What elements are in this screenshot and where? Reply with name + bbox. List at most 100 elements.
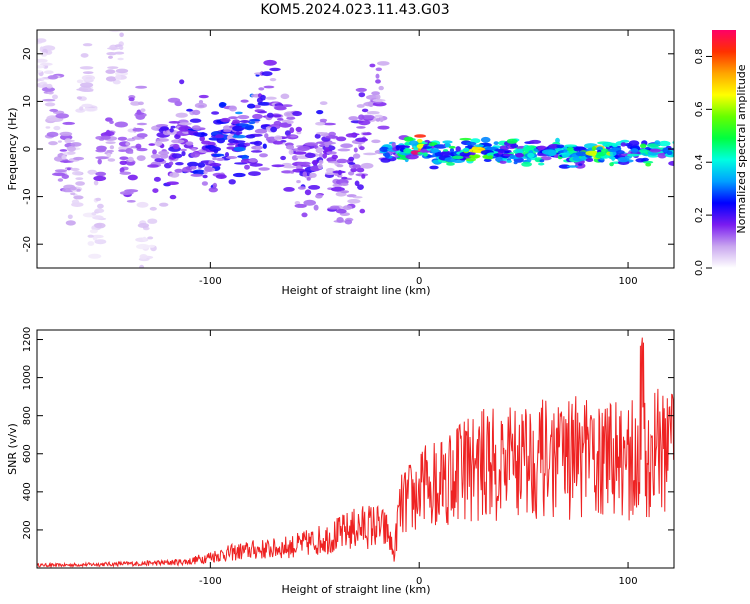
heatmap-cell <box>363 101 377 107</box>
heatmap-cell <box>139 254 148 260</box>
heatmap-cell <box>378 85 384 91</box>
heatmap-cell <box>109 145 115 150</box>
heatmap-cell <box>52 172 66 176</box>
heatmap-cell <box>212 182 218 188</box>
x-tick-label: -100 <box>199 276 222 287</box>
x-tick-label: 0 <box>416 276 422 287</box>
heatmap-cell <box>527 152 535 159</box>
heatmap-cell <box>469 154 481 159</box>
heatmap-cell <box>114 121 128 128</box>
heatmap-cell <box>112 79 121 85</box>
snr-x-axis-label: Height of straight line (km) <box>281 583 430 596</box>
heatmap-cell <box>336 164 344 168</box>
heatmap-cell <box>325 167 335 173</box>
heatmap-cell <box>186 108 193 112</box>
heatmap-cell <box>358 114 365 120</box>
heatmap-cell <box>140 108 146 112</box>
heatmap-cell <box>273 120 282 126</box>
heatmap-cell <box>658 140 671 147</box>
heatmap-cell <box>288 149 294 155</box>
heatmap-cell <box>301 212 308 218</box>
heatmap-cell <box>92 236 98 241</box>
heatmap-cell <box>174 168 184 173</box>
heatmap-cell <box>612 151 617 156</box>
heatmap-cell <box>225 152 229 158</box>
heatmap-cell <box>540 156 552 161</box>
y-tick-label: 20 <box>22 47 33 60</box>
heatmap-cell <box>423 152 428 157</box>
heatmap-cell <box>81 74 96 81</box>
heatmap-cell <box>47 75 59 80</box>
heatmap-cell <box>212 157 217 161</box>
heatmap-cell <box>146 269 152 272</box>
heatmap-cell <box>76 79 84 84</box>
heatmap-cell <box>350 167 358 173</box>
heatmap-cell <box>297 186 306 190</box>
heatmap-cell <box>232 119 241 125</box>
heatmap-cell <box>227 143 235 146</box>
heatmap-cell <box>39 62 53 66</box>
heatmap-cell <box>137 223 150 228</box>
heatmap-cell <box>326 151 337 155</box>
heatmap-cell <box>642 160 654 164</box>
heatmap-cell <box>462 147 470 152</box>
heatmap-cell <box>115 68 129 74</box>
heatmap-cell <box>296 180 301 184</box>
heatmap-cell <box>361 174 366 179</box>
heatmap-cell <box>191 148 197 151</box>
heatmap-cell <box>232 134 247 139</box>
heatmap-cell <box>308 185 321 190</box>
heatmap-cell <box>44 102 56 107</box>
heatmap-cell <box>366 94 379 100</box>
heatmap-cell <box>182 166 192 173</box>
heatmap-cell <box>274 106 287 111</box>
heatmap-cell <box>379 116 384 123</box>
heatmap-cell <box>361 108 369 113</box>
heatmap-cell <box>106 52 117 56</box>
heatmap-cell <box>558 164 571 169</box>
heatmap-cell <box>274 135 283 141</box>
heatmap-cell <box>628 140 640 147</box>
heatmap-cell <box>209 146 221 152</box>
heatmap-cell <box>93 180 99 186</box>
heatmap-cell <box>262 143 267 149</box>
heatmap-cell <box>261 71 273 77</box>
heatmap-cell <box>319 101 328 105</box>
colorbar-label: Normalized spectral amplitude <box>735 64 748 233</box>
heatmap-cell <box>87 241 95 246</box>
heatmap-cell <box>272 140 283 145</box>
heatmap-cell <box>62 121 75 125</box>
heatmap-cell <box>79 106 84 111</box>
heatmap-cell <box>189 118 202 123</box>
heatmap-cell <box>154 140 163 147</box>
heatmap-cell <box>150 154 161 159</box>
heatmap-cell <box>641 157 649 162</box>
heatmap-cell <box>270 126 277 133</box>
heatmap-cell <box>119 171 132 175</box>
heatmap-cell <box>372 98 386 102</box>
heatmap-cell <box>348 162 356 165</box>
heatmap-cell <box>80 82 94 88</box>
heatmap-cell <box>348 171 355 176</box>
heatmap-cell <box>304 152 316 159</box>
heatmap-cell <box>384 152 391 159</box>
heatmap-cell <box>55 113 69 119</box>
heatmap-cell <box>258 87 265 91</box>
heatmap-cell <box>294 203 307 208</box>
heatmap-cell <box>194 102 207 109</box>
colorbar-tick-label: 0.0 <box>694 260 705 276</box>
heatmap-cell <box>430 148 440 153</box>
heatmap-cell <box>197 162 206 168</box>
colorbar-tick-label: 0.6 <box>694 101 705 117</box>
y-tick-label: 600 <box>22 444 33 463</box>
heatmap-cell <box>181 150 186 157</box>
heatmap-cell <box>504 150 510 154</box>
heatmap-cell <box>119 191 134 195</box>
heatmap-cell <box>488 155 493 160</box>
heatmap-cell <box>42 98 56 102</box>
heatmap-cell <box>232 125 245 132</box>
heatmap-cell <box>76 96 82 100</box>
heatmap-cell <box>377 125 390 130</box>
